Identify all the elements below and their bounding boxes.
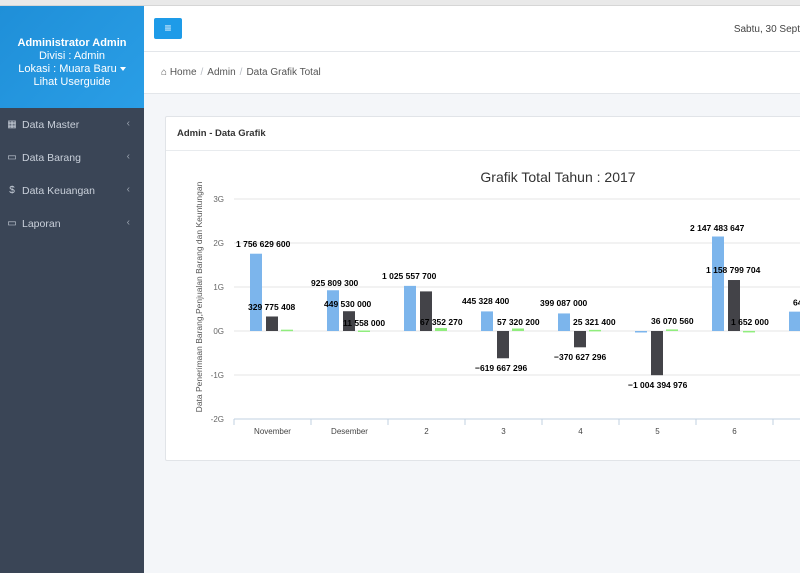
bar	[420, 291, 432, 331]
breadcrumb-separator: /	[239, 67, 243, 78]
sidebar-item-data-keuangan[interactable]: $ Data Keuangan ‹	[0, 174, 144, 207]
panel-title: Admin - Data Grafik	[166, 117, 800, 151]
y-tick-label: 3G	[213, 195, 224, 204]
breadcrumb-bar: ⌂ Home / Admin / Data Grafik Total	[144, 52, 800, 94]
x-tick-label: November	[254, 427, 291, 436]
sidebar-item-label: Laporan	[22, 217, 61, 230]
bar	[512, 328, 524, 331]
bar-chart: Grafik Total Tahun : 2017 Data Penerimaan…	[194, 169, 800, 436]
sidebar-item-label: Data Barang	[22, 151, 81, 164]
sidebar-item-label: Data Master	[22, 118, 80, 131]
sidebar: Administrator Admin Divisi : Admin Lokas…	[0, 6, 144, 573]
y-tick-label: -2G	[211, 415, 224, 424]
x-tick-label: 6	[732, 427, 737, 436]
bar	[327, 290, 339, 331]
data-label: 1 158 799 704	[706, 265, 761, 275]
bar	[574, 331, 586, 348]
data-label: 1 652 000	[731, 317, 769, 327]
chart-container: Grafik Total Tahun : 2017 Data Penerimaan…	[166, 152, 800, 460]
bar	[435, 328, 447, 331]
bar	[589, 329, 601, 332]
breadcrumb-home[interactable]: Home	[169, 67, 197, 78]
y-tick-label: 0G	[213, 327, 224, 336]
chevron-left-icon: ‹	[126, 217, 130, 228]
bar	[635, 331, 647, 333]
user-name: Administrator Admin	[17, 37, 127, 49]
bar	[743, 330, 755, 333]
monitor-icon: ▭	[7, 218, 17, 229]
bar	[666, 329, 678, 331]
y-tick-label: -1G	[211, 371, 224, 380]
chevron-left-icon: ‹	[126, 184, 130, 195]
bar	[343, 311, 355, 331]
bar	[250, 253, 262, 331]
data-label: 36 070 560	[651, 316, 694, 326]
x-tick-label: Desember	[331, 427, 368, 436]
sidebar-item-label: Data Keuangan	[22, 184, 95, 197]
bar	[281, 329, 293, 332]
user-profile: Administrator Admin Divisi : Admin Lokas…	[0, 6, 144, 108]
sidebar-toggle-button[interactable]: ≡	[154, 18, 182, 39]
x-tick-label: 2	[424, 427, 429, 436]
sidebar-menu: ▦ Data Master ‹ ▭ Data Barang ‹ $ Data K…	[0, 108, 144, 240]
sidebar-item-laporan[interactable]: ▭ Laporan ‹	[0, 207, 144, 240]
bar	[481, 311, 493, 331]
data-label: 644	[793, 298, 800, 308]
breadcrumb: ⌂ Home / Admin / Data Grafik Total	[161, 67, 321, 78]
bar	[728, 280, 740, 331]
data-label: 445 328 400	[462, 296, 510, 306]
bar	[651, 331, 663, 376]
user-divisi: Divisi : Admin	[38, 50, 106, 62]
sidebar-item-data-barang[interactable]: ▭ Data Barang ‹	[0, 141, 144, 174]
x-tick-label: 4	[578, 427, 583, 436]
caret-down-icon	[119, 67, 126, 72]
user-lokasi: Lokasi : Muara Baru	[18, 63, 117, 75]
bar	[712, 236, 724, 331]
data-label: 2 147 483 647	[690, 223, 745, 233]
chevron-left-icon: ‹	[126, 151, 130, 162]
data-label: 449 530 000	[324, 299, 372, 309]
data-label: 11 558 000	[343, 318, 385, 328]
bar	[558, 313, 570, 331]
bar	[497, 331, 509, 359]
data-label: 399 087 000	[540, 298, 588, 308]
bar	[789, 311, 800, 331]
data-label: 1 756 629 600	[236, 239, 291, 249]
data-label: 329 775 408	[248, 302, 296, 312]
hamburger-icon: ≡	[164, 21, 172, 35]
breadcrumb-admin[interactable]: Admin	[207, 67, 236, 78]
bar	[404, 285, 416, 331]
data-label: −370 627 296	[554, 352, 607, 362]
data-label: 25 321 400	[573, 317, 616, 327]
breadcrumb-current: Data Grafik Total	[246, 67, 321, 78]
browser-strip	[0, 0, 800, 6]
userguide-link[interactable]: Lihat Userguide	[33, 76, 111, 88]
bar	[266, 316, 278, 331]
data-label: 67 352 270	[420, 317, 463, 327]
data-label: 57 320 200	[497, 317, 540, 327]
bar	[358, 330, 370, 332]
monitor-icon: ▭	[7, 152, 17, 163]
y-tick-label: 1G	[213, 283, 224, 292]
data-label: 925 809 300	[311, 278, 359, 288]
chevron-left-icon: ‹	[126, 118, 130, 129]
y-axis-label: Data Penerimaan Barang,Penjualan Barang …	[194, 181, 204, 412]
breadcrumb-separator: /	[200, 67, 204, 78]
data-label: 1 025 557 700	[382, 271, 437, 281]
current-date: Sabtu, 30 Sept	[733, 24, 800, 35]
y-tick-label: 2G	[213, 239, 224, 248]
sidebar-item-data-master[interactable]: ▦ Data Master ‹	[0, 108, 144, 141]
chart-title: Grafik Total Tahun : 2017	[480, 169, 635, 185]
data-label: −619 667 296	[475, 363, 528, 373]
dollar-icon: $	[9, 185, 15, 196]
home-icon: ⌂	[161, 67, 168, 78]
chart-panel: Admin - Data Grafik Grafik Total Tahun :…	[165, 116, 800, 461]
grid-icon: ▦	[7, 119, 17, 130]
top-navbar: ≡ Sabtu, 30 Sept	[144, 6, 800, 52]
data-label: −1 004 394 976	[628, 380, 688, 390]
x-tick-label: 5	[655, 427, 660, 436]
user-lokasi-dropdown[interactable]: Lokasi : Muara Baru	[0, 63, 144, 75]
x-tick-label: 3	[501, 427, 506, 436]
